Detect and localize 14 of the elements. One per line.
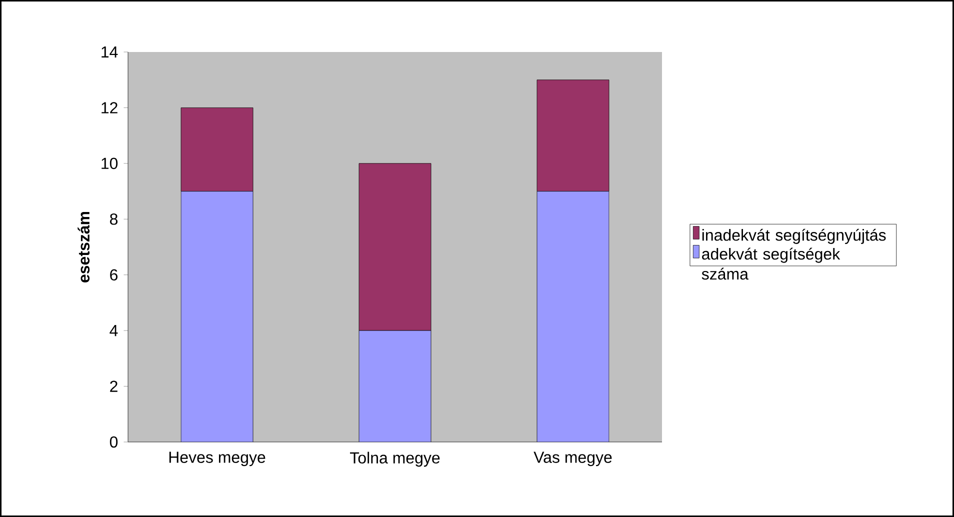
legend-label: inadekvát segítségnyújtás	[702, 228, 886, 244]
y-tick-label: 10	[102, 158, 118, 170]
y-tick-label: 8	[110, 213, 118, 225]
y-tick-label: 14	[102, 46, 118, 58]
y-tick-label: 0	[110, 436, 118, 448]
y-tick-label: 6	[110, 269, 118, 281]
x-tick-label: Tolna megye	[350, 452, 440, 467]
y-axis-title: esetszám	[78, 212, 90, 282]
y-tick-label: 2	[110, 380, 118, 392]
x-tick-label: Vas megye	[534, 452, 612, 466]
x-tick-label: Heves megye	[169, 452, 266, 466]
y-tick-label: 12	[102, 102, 118, 114]
legend-label: adekvát segítségek száma	[702, 248, 840, 280]
y-tick-label: 4	[110, 325, 118, 336]
